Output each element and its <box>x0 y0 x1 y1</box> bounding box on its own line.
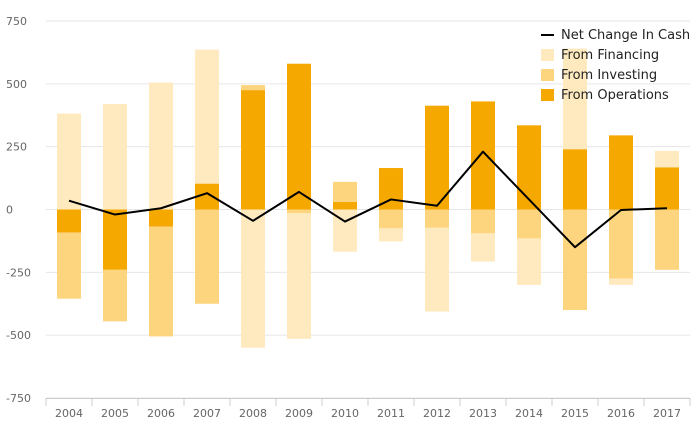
bar-from-financing <box>425 227 449 312</box>
bar-from-operations <box>149 209 173 227</box>
bar-from-operations <box>57 209 81 233</box>
y-tick-label: 750 <box>6 15 27 28</box>
bar-from-investing <box>103 269 127 322</box>
x-tick-label: 2014 <box>515 407 543 420</box>
bar-from-investing <box>195 209 219 304</box>
x-tick-label: 2015 <box>561 407 589 420</box>
legend-label-net-change-in-cash: Net Change In Cash <box>561 28 690 43</box>
bar-from-investing <box>425 209 449 228</box>
bar-from-operations <box>517 125 541 210</box>
bar-from-investing <box>333 181 357 202</box>
x-tick-label: 2005 <box>101 407 129 420</box>
legend-swatch-from-investing <box>541 69 554 81</box>
net-change-line-group <box>68 150 668 249</box>
y-tick-label: -500 <box>6 329 31 342</box>
bar-from-financing <box>609 278 633 285</box>
x-tick-label: 2004 <box>55 407 83 420</box>
x-tick-label: 2010 <box>331 407 359 420</box>
bar-from-financing <box>563 48 587 150</box>
x-tick-label: 2006 <box>147 407 175 420</box>
bar-from-financing <box>57 113 81 210</box>
bar-from-operations <box>103 209 127 270</box>
bar-from-investing <box>241 85 265 91</box>
bar-from-operations <box>425 105 449 210</box>
bar-from-financing <box>195 49 219 184</box>
x-tick-label: 2012 <box>423 407 451 420</box>
legend-label-from-operations: From Operations <box>561 88 669 103</box>
bar-from-operations <box>333 201 357 210</box>
bar-from-investing <box>517 209 541 239</box>
bar-from-financing <box>655 150 679 168</box>
axes: 750 500 250 0 -250 -500 -750 2004 2005 2006 2007 20… <box>6 15 691 420</box>
net-change-line <box>68 150 668 249</box>
bar-from-investing <box>471 209 495 234</box>
bar-from-investing <box>57 232 81 299</box>
bar-from-investing <box>609 209 633 279</box>
y-tick-label: 0 <box>6 204 13 217</box>
bar-from-financing <box>241 209 265 348</box>
y-tick-label: -250 <box>6 266 31 279</box>
x-tick-label: 2009 <box>285 407 313 420</box>
bar-from-operations <box>563 149 587 210</box>
bar-from-financing <box>517 238 541 285</box>
bar-from-financing <box>103 103 127 210</box>
x-tick-label: 2017 <box>653 407 681 420</box>
legend: Net Change In Cash From Financing From Inv… <box>541 28 690 103</box>
y-tick-label: -750 <box>6 392 31 405</box>
legend-swatch-from-operations <box>541 89 554 101</box>
bar-from-financing <box>287 213 311 339</box>
bar-from-investing <box>287 209 311 214</box>
x-tick-label: 2008 <box>239 407 267 420</box>
bar-from-investing <box>563 209 587 311</box>
x-tick-label: 2007 <box>193 407 221 420</box>
bar-from-financing <box>379 228 403 242</box>
legend-label-from-investing: From Investing <box>561 68 657 83</box>
bars <box>57 48 679 348</box>
bar-from-operations <box>287 63 311 210</box>
legend-label-from-financing: From Financing <box>561 48 659 63</box>
bar-from-operations <box>471 101 495 210</box>
y-tick-label: 250 <box>6 141 27 154</box>
bar-from-investing <box>149 226 173 337</box>
x-tick-label: 2016 <box>607 407 635 420</box>
y-tick-label: 500 <box>6 78 27 91</box>
x-tick-label: 2013 <box>469 407 497 420</box>
x-tick-label: 2011 <box>377 407 405 420</box>
bar-from-investing <box>655 209 679 270</box>
bar-from-operations <box>655 167 679 210</box>
bar-from-financing <box>149 82 173 210</box>
bar-from-operations <box>241 90 265 210</box>
bar-from-financing <box>471 233 495 262</box>
legend-swatch-from-financing <box>541 49 554 61</box>
bar-from-operations <box>609 135 633 210</box>
bar-from-investing <box>379 209 403 229</box>
